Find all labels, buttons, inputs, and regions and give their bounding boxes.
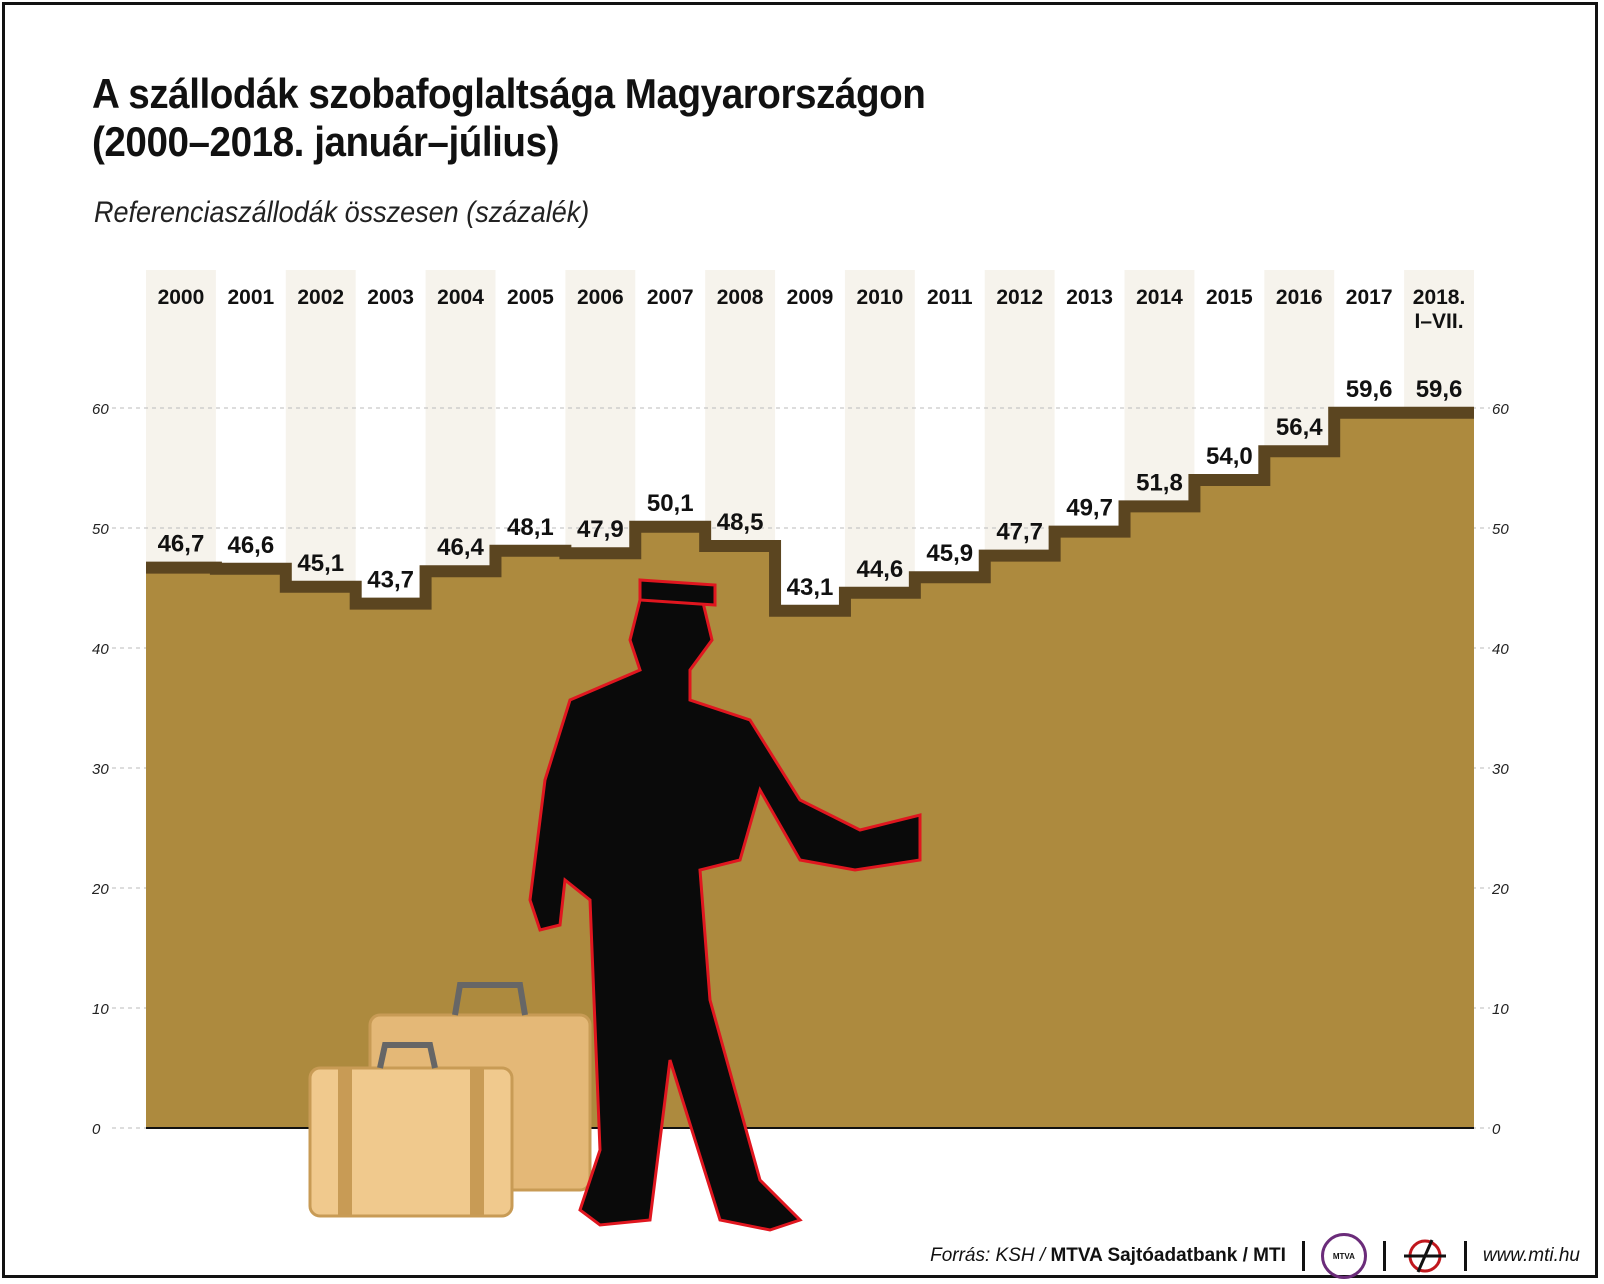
x-tick-label: I–VII. [1415,310,1464,333]
divider [1463,1241,1467,1271]
x-tick-label: 2005 [507,286,554,309]
x-tick-label: 2017 [1346,286,1393,309]
x-tick-label: 2006 [577,286,624,309]
x-tick-label: 2018. [1413,286,1466,309]
y-tick-label: 0 [92,1121,101,1138]
x-tick-label: 2011 [927,286,973,309]
y-tick-label: 10 [1492,1001,1509,1018]
title-line-2: (2000–2018. január–július) [92,118,560,165]
x-tick-label: 2001 [227,286,274,309]
mti-logo-icon [1403,1239,1446,1273]
y-tick-label: 50 [92,521,109,538]
value-label: 45,1 [297,550,344,577]
y-tick-label: 30 [92,761,109,778]
divider [1382,1241,1386,1271]
divider [1301,1241,1305,1271]
y-tick-label: 20 [1491,881,1509,898]
y-tick-label: 20 [91,881,109,898]
x-tick-label: 2010 [857,286,904,309]
x-tick-label: 2016 [1276,286,1323,309]
x-tick-label: 2007 [647,286,694,309]
value-label: 47,9 [577,516,624,543]
value-label: 54,0 [1206,443,1253,470]
y-tick-label: 50 [1492,521,1509,538]
x-tick-label: 2009 [787,286,834,309]
value-label: 46,6 [227,532,274,559]
website-link[interactable]: www.mti.hu [1482,1245,1580,1266]
value-label: 48,1 [507,514,554,541]
y-tick-label: 0 [1492,1121,1501,1138]
y-tick-label: 30 [1492,761,1509,778]
x-tick-label: 2015 [1206,286,1253,309]
x-tick-label: 2004 [437,286,484,309]
area-fill [146,412,1474,1128]
value-label: 46,4 [437,534,484,561]
y-tick-label: 40 [92,641,109,658]
y-tick-label: 60 [1492,401,1509,418]
value-label: 48,5 [717,509,764,536]
value-label: 45,9 [926,540,973,567]
bellboy-silhouette [528,578,922,1232]
y-tick-label: 40 [1492,641,1509,658]
x-tick-label: 2003 [367,286,414,309]
y-tick-label: 10 [92,1001,109,1018]
chart-subtitle: Referenciaszállodák összesen (százalék) [94,196,590,229]
x-tick-label: 2008 [717,286,764,309]
value-label: 49,7 [1066,495,1113,522]
value-label: 47,7 [996,519,1043,546]
source-credit: MTVA Sajtóadatbank / MTI [1050,1245,1286,1266]
mtva-logo-icon: MTVA [1320,1233,1367,1279]
value-label: 59,6 [1416,376,1463,403]
value-label: 51,8 [1136,469,1183,496]
value-label: 46,7 [158,531,205,558]
x-tick-label: 2000 [158,286,205,309]
title-line-1: A szállodák szobafoglaltsága Magyarorszá… [92,70,926,117]
value-label: 43,7 [367,567,414,594]
footer: Forrás: KSH / MTVA Sajtóadatbank / MTI M… [930,1233,1580,1279]
suitcases-illustration [308,982,592,1218]
x-tick-label: 2013 [1066,286,1113,309]
chart-title: A szállodák szobafoglaltsága Magyarorszá… [92,70,926,166]
x-tick-label: 2002 [297,286,344,309]
value-label: 44,6 [857,556,904,583]
x-tick-label: 2014 [1136,286,1183,309]
source-prefix: Forrás: KSH / [930,1245,1046,1266]
x-tick-label: 2012 [996,286,1043,309]
step-line [146,406,1474,617]
value-label: 56,4 [1276,414,1323,441]
value-label: 43,1 [787,574,834,601]
value-label: 50,1 [647,490,694,517]
value-label: 59,6 [1346,376,1393,403]
y-tick-label: 60 [92,401,109,418]
